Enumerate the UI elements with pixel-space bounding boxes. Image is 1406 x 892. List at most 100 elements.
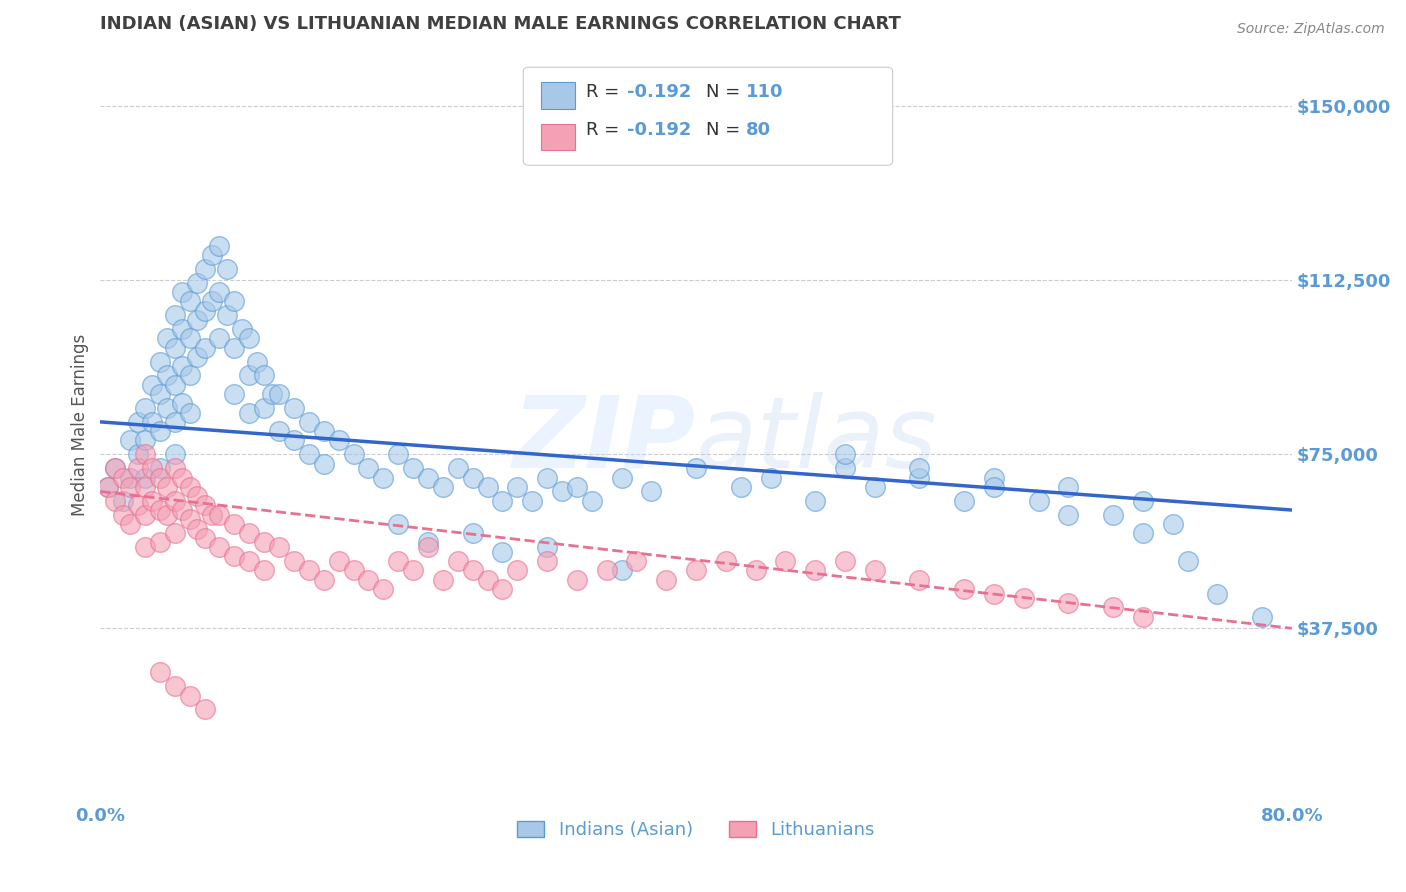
Point [402, 563, 425, 577]
Point [298, 415, 321, 429]
Point [863, 563, 886, 577]
Point [298, 447, 321, 461]
Point [134, 447, 156, 461]
Point [179, 294, 201, 309]
Point [536, 470, 558, 484]
Point [1132, 526, 1154, 541]
Point [953, 493, 976, 508]
Point [581, 493, 603, 508]
Point [163, 447, 186, 461]
Point [1102, 600, 1125, 615]
Text: Source: ZipAtlas.com: Source: ZipAtlas.com [1237, 22, 1385, 37]
Point [172, 359, 194, 374]
Point [744, 563, 766, 577]
Point [186, 350, 208, 364]
Point [1102, 508, 1125, 522]
Point [506, 480, 529, 494]
Point [253, 535, 276, 549]
Point [149, 535, 172, 549]
Point [149, 665, 172, 680]
Point [328, 554, 350, 568]
Point [373, 582, 395, 596]
Point [983, 586, 1005, 600]
Point [491, 582, 513, 596]
Point [215, 261, 238, 276]
Point [141, 377, 163, 392]
Point [238, 554, 260, 568]
Point [104, 493, 127, 508]
Point [127, 499, 149, 513]
Point [120, 470, 142, 484]
Point [342, 563, 364, 577]
Point [759, 470, 782, 484]
Point [208, 285, 231, 299]
Point [186, 522, 208, 536]
Point [432, 573, 454, 587]
Point [804, 563, 827, 577]
Point [149, 387, 172, 401]
Point [163, 461, 186, 475]
Point [156, 331, 179, 345]
Point [1057, 596, 1080, 610]
Point [179, 689, 201, 703]
Point [149, 503, 172, 517]
Point [111, 508, 134, 522]
Point [141, 461, 163, 475]
Point [610, 563, 633, 577]
Text: N =: N = [706, 120, 745, 139]
Point [163, 526, 186, 541]
Point [953, 582, 976, 596]
Point [179, 480, 201, 494]
Point [104, 461, 127, 475]
Point [156, 401, 179, 415]
Point [104, 461, 127, 475]
Point [172, 503, 194, 517]
Point [1132, 493, 1154, 508]
Point [149, 354, 172, 368]
Point [416, 470, 439, 484]
Point [373, 470, 395, 484]
Point [312, 424, 335, 438]
Point [156, 508, 179, 522]
Point [260, 387, 283, 401]
Point [141, 415, 163, 429]
Point [163, 341, 186, 355]
Point [357, 573, 380, 587]
Point [186, 276, 208, 290]
Point [179, 406, 201, 420]
Point [685, 563, 707, 577]
Point [565, 573, 588, 587]
Point [1057, 480, 1080, 494]
Point [179, 368, 201, 383]
Point [246, 354, 269, 368]
Point [298, 563, 321, 577]
Point [179, 512, 201, 526]
Text: 110: 110 [747, 83, 783, 101]
Point [127, 461, 149, 475]
Point [983, 470, 1005, 484]
Point [522, 493, 544, 508]
Point [194, 303, 217, 318]
Point [194, 702, 217, 716]
Point [149, 424, 172, 438]
Point [283, 434, 305, 448]
Point [253, 368, 276, 383]
Point [253, 401, 276, 415]
Point [156, 480, 179, 494]
Point [224, 387, 246, 401]
Point [312, 573, 335, 587]
Point [626, 554, 648, 568]
Text: INDIAN (ASIAN) VS LITHUANIAN MEDIAN MALE EARNINGS CORRELATION CHART: INDIAN (ASIAN) VS LITHUANIAN MEDIAN MALE… [100, 15, 901, 33]
Point [536, 554, 558, 568]
Point [908, 470, 931, 484]
Point [134, 401, 156, 415]
Point [156, 368, 179, 383]
Point [491, 545, 513, 559]
Point [238, 406, 260, 420]
Point [416, 540, 439, 554]
Point [163, 493, 186, 508]
Point [447, 461, 470, 475]
Point [172, 470, 194, 484]
Point [402, 461, 425, 475]
Point [134, 508, 156, 522]
